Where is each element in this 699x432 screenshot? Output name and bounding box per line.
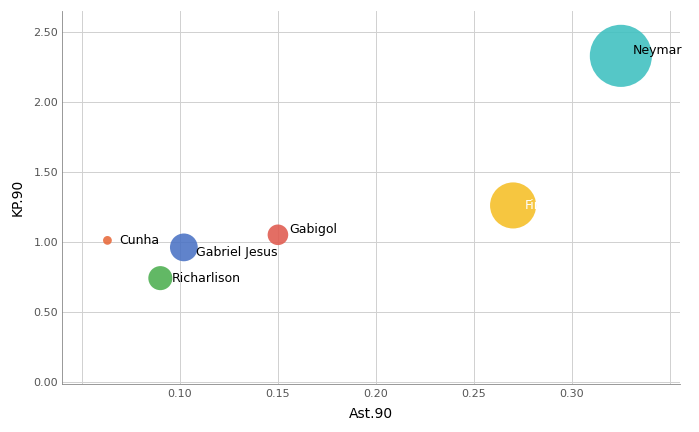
Y-axis label: KP.90: KP.90	[11, 179, 25, 216]
Text: Cunha: Cunha	[120, 234, 159, 247]
Point	[507, 202, 519, 209]
Text: Gabriel Jesus: Gabriel Jesus	[196, 247, 277, 260]
Point	[154, 275, 166, 282]
Point	[273, 232, 284, 238]
Point	[178, 244, 189, 251]
Text: Gabigol: Gabigol	[289, 223, 338, 236]
Text: Firmino: Firmino	[525, 199, 570, 212]
Point	[615, 52, 626, 59]
Point	[102, 237, 113, 244]
Text: Neymar: Neymar	[633, 44, 682, 57]
Text: Richarlison: Richarlison	[172, 272, 241, 285]
X-axis label: Ast.90: Ast.90	[349, 407, 393, 421]
